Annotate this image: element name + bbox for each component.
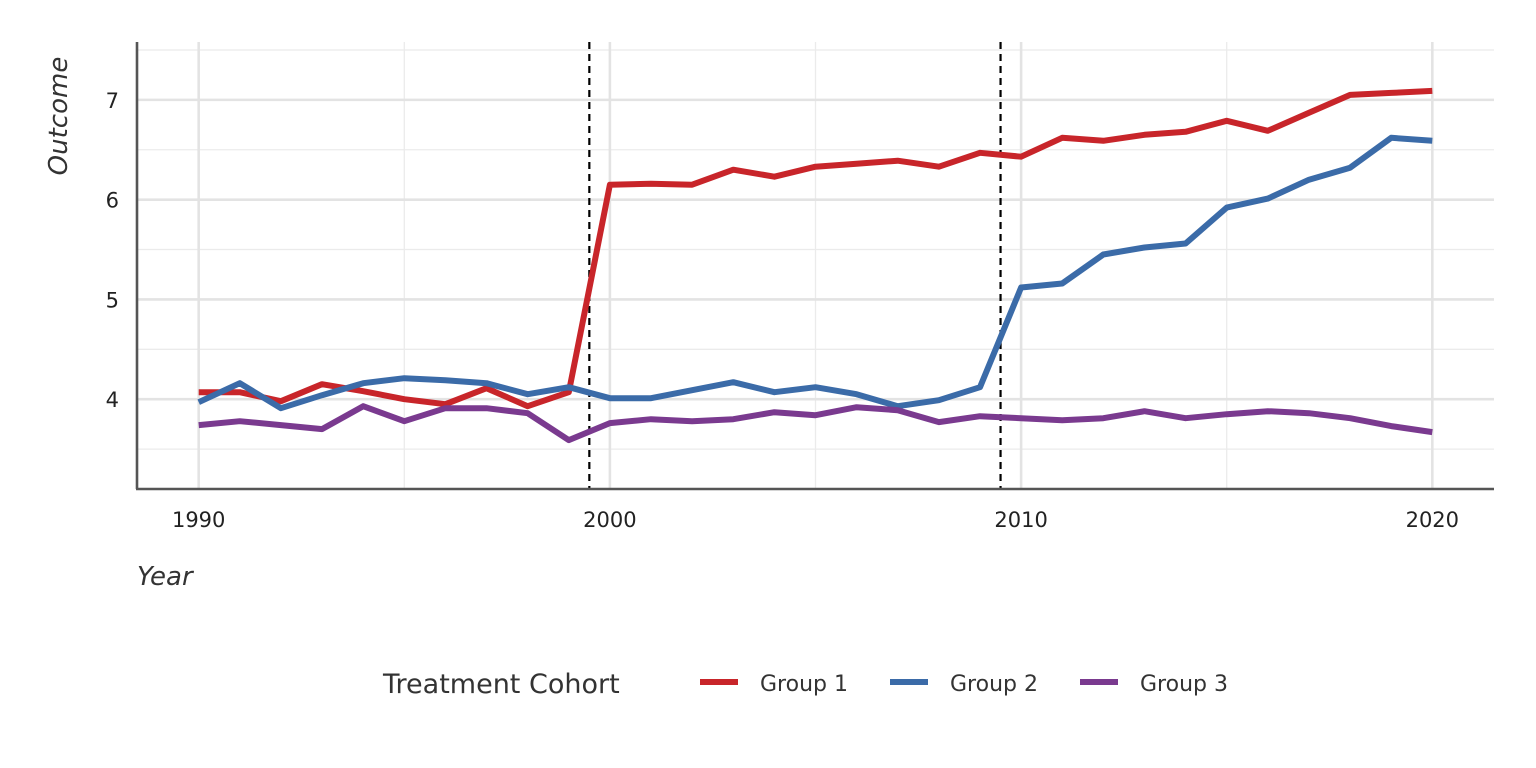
y-axis-title: Outcome	[44, 57, 74, 176]
x-axis-title: Year	[137, 562, 195, 592]
legend-title: Treatment Cohort	[382, 669, 620, 700]
series-line-group-1	[198, 87, 1433, 410]
x-tick-label: 2020	[1406, 508, 1459, 532]
grid	[137, 42, 1494, 489]
y-tick-label: 6	[106, 189, 119, 213]
legend-item: Group 2	[890, 672, 1038, 697]
series-lines	[197, 87, 1433, 444]
y-tick-label: 4	[106, 388, 119, 412]
legend-item: Group 1	[700, 672, 848, 697]
legend-label: Group 2	[950, 672, 1038, 697]
legend-item: Group 3	[1080, 672, 1228, 697]
x-tick-label: 2000	[583, 508, 636, 532]
series-line-group-3	[198, 403, 1433, 444]
legend-items: Group 1 Group 2 Group 3	[700, 672, 1228, 697]
y-tick-labels: 4 5 6 7	[106, 89, 119, 412]
x-tick-labels: 1990 2000 2010 2020	[172, 508, 1459, 532]
x-tick-label: 1990	[172, 508, 225, 532]
series-line-group-2	[197, 134, 1433, 412]
x-tick-label: 2010	[994, 508, 1047, 532]
legend-label: Group 3	[1140, 672, 1228, 697]
legend-label: Group 1	[760, 672, 848, 697]
y-tick-label: 7	[106, 89, 119, 113]
axes	[135, 42, 1494, 491]
legend: Treatment Cohort Group 1 Group 2 Group 3	[382, 669, 1228, 700]
y-tick-label: 5	[106, 288, 119, 312]
